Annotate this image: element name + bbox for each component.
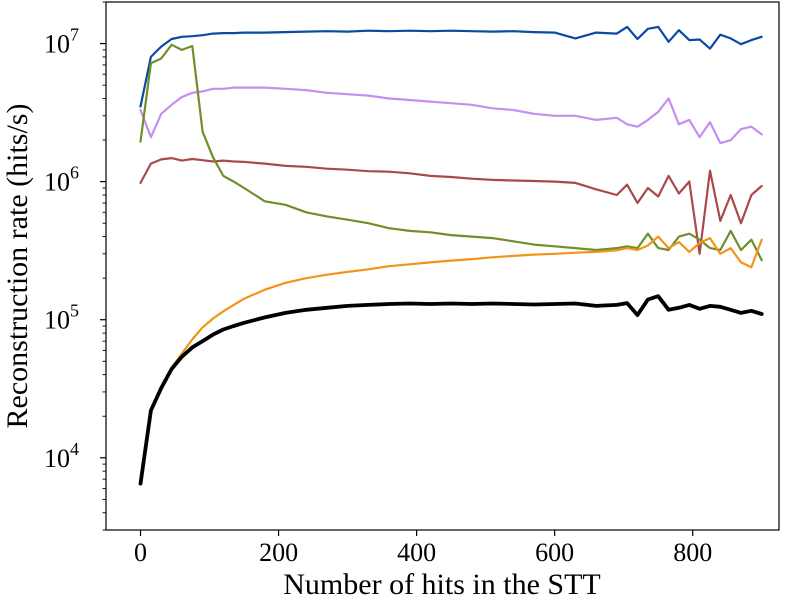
series-line-6 <box>138 294 764 486</box>
series-line-3 <box>139 157 763 255</box>
x-axis: 0 200 400 600 800 <box>134 530 712 567</box>
y-tick-label: 106 <box>44 163 79 197</box>
y-tick-label: 104 <box>44 439 79 473</box>
x-tick-label: 0 <box>134 538 147 567</box>
x-tick-label: 400 <box>397 538 436 567</box>
y-axis-label: Reconstruction rate (hits/s) <box>1 104 34 429</box>
x-tick-label: 200 <box>259 538 298 567</box>
x-axis-label: Number of hits in the STT <box>283 568 600 600</box>
series-line-2 <box>139 86 763 145</box>
y-axis: 104 105 106 107 <box>44 1 106 531</box>
x-tick-label: 800 <box>673 538 712 567</box>
y-tick-label: 107 <box>44 25 79 59</box>
y-tick-label: 105 <box>44 301 79 335</box>
x-tick-label: 600 <box>535 538 574 567</box>
series-layer <box>138 25 764 486</box>
series-line-4 <box>139 43 763 262</box>
plot-frame <box>105 1 780 531</box>
series-line-1 <box>139 25 763 108</box>
series-line-5 <box>139 235 763 485</box>
